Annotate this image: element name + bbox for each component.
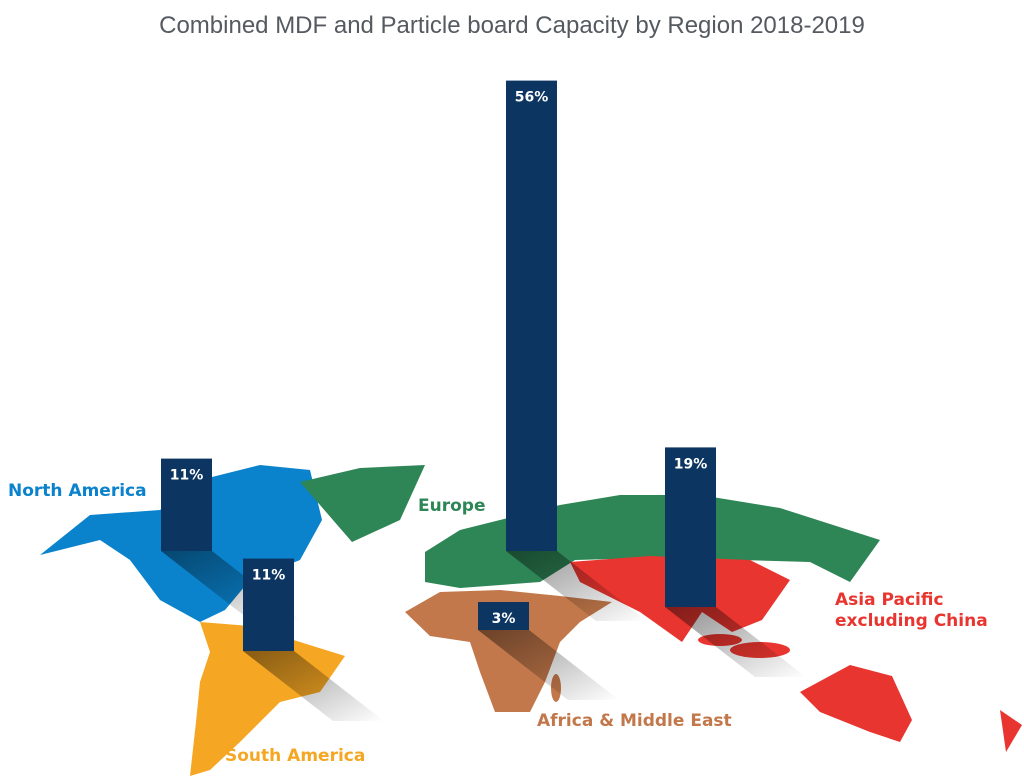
chart-title: Combined MDF and Particle board Capacity… [159,12,865,39]
bar-asia-pacific-excluding-china [665,447,716,607]
bar-africa-middle-east [478,602,529,630]
bar-value-label: 11% [170,468,204,484]
bar-shadow-asia-pacific-excluding-china [665,607,806,677]
bar-value-label: 19% [674,456,708,472]
region-label-africa: Africa & Middle East [537,711,732,731]
region-label-europe: Europe [418,496,486,516]
continent-south-america [190,622,345,776]
region-label-asia-line1: Asia Pacific [835,590,944,610]
bar-shadow-europe [506,551,647,621]
bar-europe [506,80,557,551]
bar-value-label: 11% [252,568,286,584]
continent-greenland [300,465,425,542]
bar-north-america [161,458,212,551]
bar-shadow-south-america [243,651,384,721]
region-label-north-america: North America [8,481,147,501]
bar-south-america [243,558,294,651]
bar-value-label: 3% [492,611,516,627]
bar-value-label: 56% [515,90,549,106]
region-label-south-america: South America [225,746,366,766]
bar-shadow-africa-middle-east [478,630,619,700]
region-label-asia-line2: excluding China [835,611,988,631]
